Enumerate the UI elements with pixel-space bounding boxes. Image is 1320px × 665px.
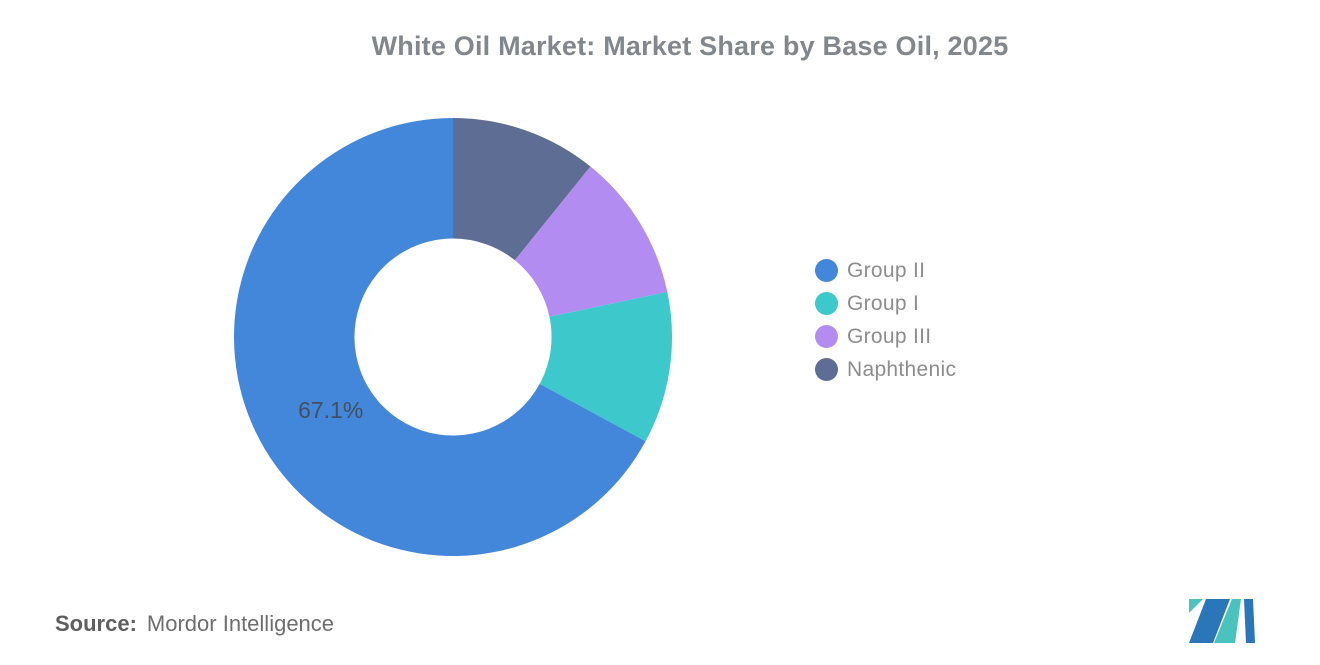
legend-item-label: Group III [847, 324, 932, 348]
chart-title: White Oil Market: Market Share by Base O… [371, 31, 1009, 61]
logo-blue-bar [1244, 599, 1255, 643]
mordor-intelligence-logo-icon [1189, 599, 1255, 643]
source-line: Source: Mordor Intelligence [55, 611, 334, 637]
slice-data-label: 67.1% [298, 397, 363, 423]
legend-swatch-icon [815, 358, 838, 381]
legend-item-label: Group I [847, 291, 920, 315]
pie-slice-group-i[interactable] [539, 291, 673, 442]
logo-blue-band [1189, 599, 1230, 643]
legend-item-naphthenic[interactable]: Naphthenic [815, 353, 956, 386]
pie-slice-naphthenic[interactable] [453, 118, 591, 261]
legend: Group II Group I Group III Naphthenic [815, 254, 956, 386]
pie-slice-group-iii[interactable] [514, 166, 668, 317]
legend-item-group-ii[interactable]: Group II [815, 254, 956, 287]
legend-item-group-iii[interactable]: Group III [815, 320, 956, 353]
logo-teal-band [1214, 599, 1241, 643]
source-label: Source: [55, 611, 137, 636]
legend-swatch-icon [815, 325, 838, 348]
legend-swatch-icon [815, 259, 838, 282]
pie-slice-group-ii[interactable] [234, 118, 646, 556]
source-value: Mordor Intelligence [146, 611, 335, 636]
donut-chart: 67.1% [234, 118, 673, 556]
logo-teal-triangle [1189, 599, 1203, 613]
legend-item-label: Group II [847, 258, 926, 282]
legend-swatch-icon [815, 292, 838, 315]
legend-item-group-i[interactable]: Group I [815, 287, 956, 320]
legend-item-label: Naphthenic [847, 357, 957, 381]
